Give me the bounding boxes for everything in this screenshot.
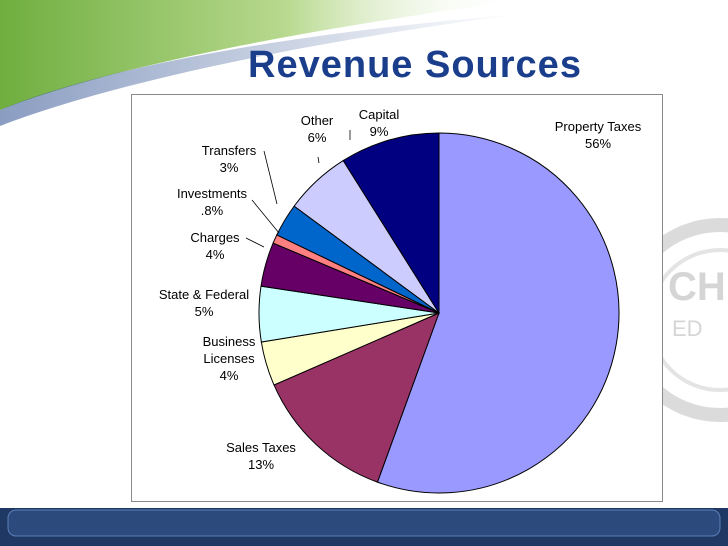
data-label-transfers: Transfers 3% bbox=[202, 143, 257, 175]
data-label-state-and-federal: State & Federal 5% bbox=[159, 287, 249, 319]
svg-text:CH: CH bbox=[668, 265, 726, 309]
footer-inner-panel bbox=[7, 509, 721, 537]
data-label-business-licenses: Business Licenses 4% bbox=[203, 334, 256, 383]
pie-slice-capital bbox=[342, 132, 440, 315]
slide-title: Revenue Sources bbox=[248, 44, 582, 86]
leader-line-other bbox=[317, 156, 320, 164]
data-label-sales-taxes: Sales Taxes 13% bbox=[226, 440, 296, 472]
green-swoosh bbox=[0, 0, 520, 110]
chart-plot-area: Property Taxes 56% Sales Taxes 13% Business L… bbox=[131, 94, 663, 502]
leader-line-investments bbox=[251, 199, 280, 234]
svg-text:ED: ED bbox=[672, 316, 703, 341]
data-label-property-taxes: Property Taxes 56% bbox=[555, 119, 642, 151]
leader-line-charges bbox=[245, 237, 265, 248]
data-label-investments: Investments .8% bbox=[177, 186, 248, 218]
data-label-charges: Charges 4% bbox=[190, 230, 240, 262]
pie-chart: Property Taxes 56% Sales Taxes 13% Business L… bbox=[159, 107, 642, 494]
data-label-other: Other 6% bbox=[301, 113, 334, 145]
pie-slice-sales-taxes bbox=[273, 312, 440, 483]
pie-slice-property-taxes bbox=[376, 132, 620, 494]
leader-line-transfers bbox=[263, 150, 278, 205]
data-label-capital: Capital 9% bbox=[359, 107, 400, 139]
